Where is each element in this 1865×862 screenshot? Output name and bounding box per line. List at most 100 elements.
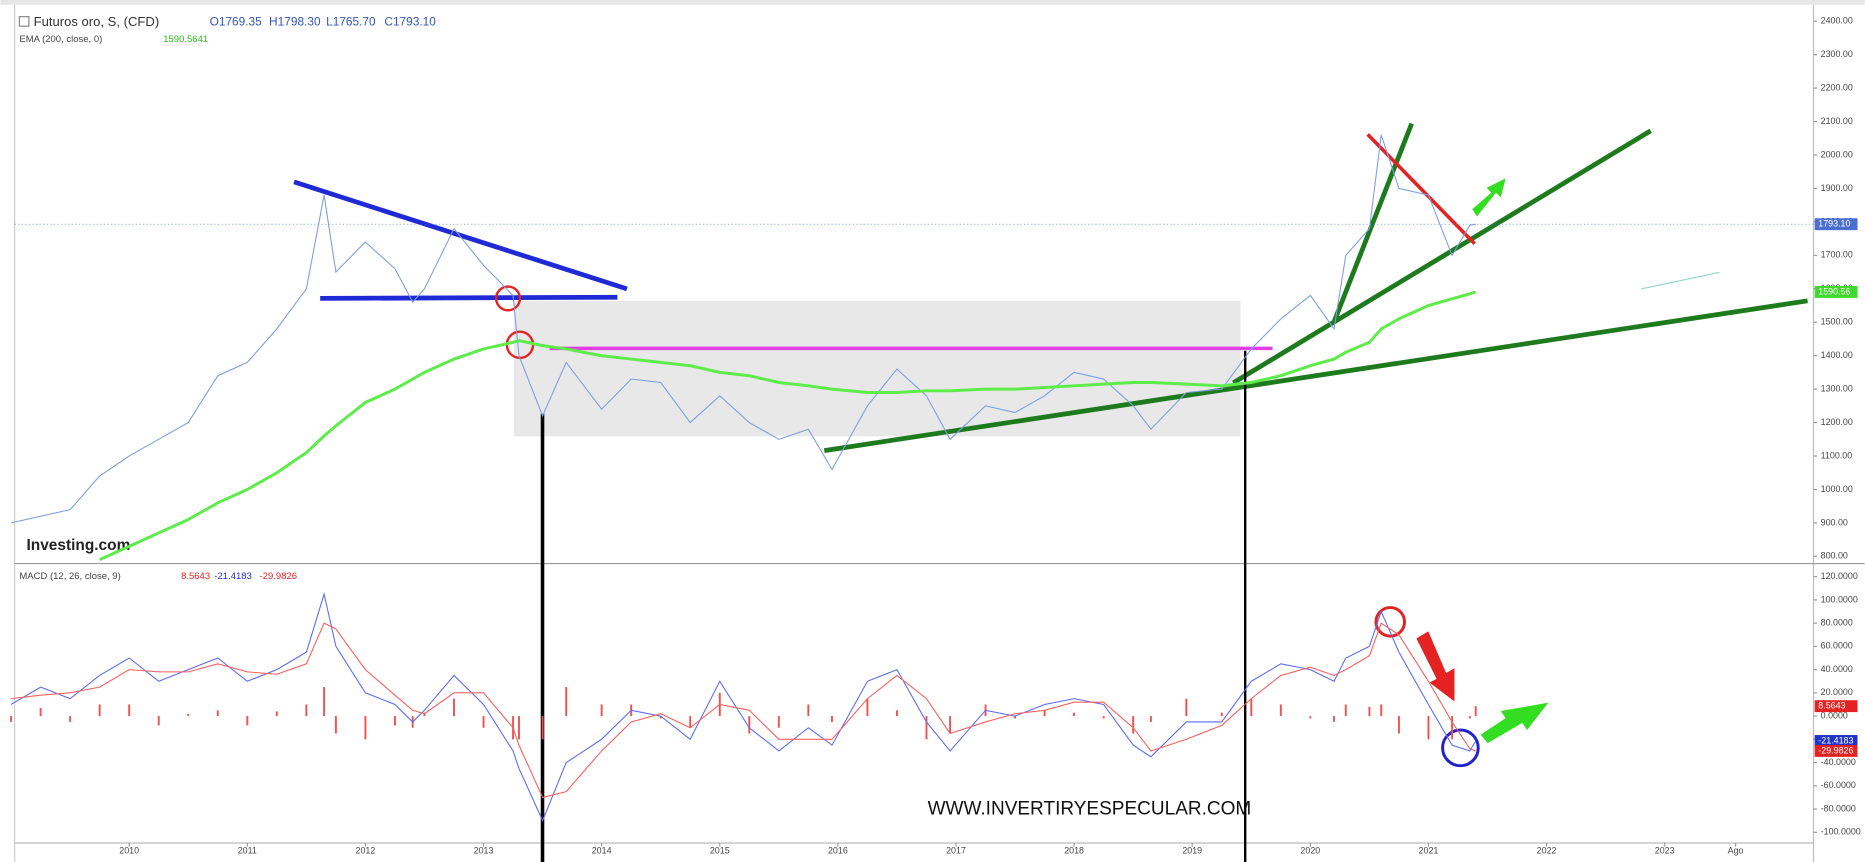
histogram-bar <box>423 712 426 717</box>
x-tick-label: 2019 <box>1182 846 1202 856</box>
y-tick-label: 1900.00 <box>1821 183 1853 193</box>
y-tick-label: 1100.00 <box>1821 450 1853 460</box>
histogram-bar <box>1474 706 1477 717</box>
y-tick-label: 80.0000 <box>1821 618 1853 628</box>
highlight-circle <box>1374 606 1407 638</box>
histogram-bar <box>866 698 869 717</box>
histogram-bar <box>831 716 833 722</box>
histogram-bar <box>1427 716 1430 740</box>
last-value-label-bg <box>1814 286 1858 298</box>
y-tick-label: 900.00 <box>1821 517 1848 527</box>
y-tick-label: 20.0000 <box>1821 687 1853 697</box>
histogram-bar <box>1309 716 1312 719</box>
histogram-bar <box>98 704 101 717</box>
y-tick-label: 1400.00 <box>1821 350 1853 360</box>
histogram-bar <box>482 716 485 728</box>
histogram-bar <box>394 716 396 726</box>
legend-value: 8.5643 <box>181 571 210 582</box>
histogram-bar <box>1279 704 1282 717</box>
y-tick-label: 2400.00 <box>1821 16 1853 26</box>
legend-value: -21.4183 <box>214 571 252 582</box>
last-value-label-bg <box>1814 218 1858 231</box>
x-tick-label: 2010 <box>119 846 139 856</box>
x-tick-label: 2013 <box>474 846 494 856</box>
chart-title: Futuros oro, S, (CFD) <box>34 14 160 29</box>
last-value-label: 1590.56 <box>1818 286 1850 296</box>
legend-entry: EMA (200, close, 0) <box>19 34 102 45</box>
y-tick-label: 1000.00 <box>1821 484 1853 494</box>
y-tick-label: 0.0000 <box>1821 710 1848 720</box>
last-value-label: -21.4183 <box>1818 735 1853 745</box>
histogram-bar <box>1451 716 1454 740</box>
histogram-bar <box>246 716 249 726</box>
last-value-label: 1793.10 <box>1818 219 1850 229</box>
ohlc-close: C1793.10 <box>384 15 436 29</box>
histogram-bar <box>334 716 337 734</box>
y-tick-label: 2000.00 <box>1821 149 1853 159</box>
y-tick-label: -100.0000 <box>1821 827 1861 837</box>
y-tick-label: 800.00 <box>1821 551 1848 561</box>
series-line <box>99 290 1477 562</box>
x-tick-label: 2020 <box>1300 846 1320 856</box>
histogram-bar <box>216 710 219 717</box>
x-tick-label: Ago <box>1728 846 1744 856</box>
histogram-bar <box>748 716 751 734</box>
y-tick-label: 1500.00 <box>1821 317 1853 327</box>
arrow <box>1416 631 1455 702</box>
histogram-bar <box>949 716 952 734</box>
histogram-bar <box>600 704 603 717</box>
histogram-bar <box>807 704 810 717</box>
y-tick-label: -40.0000 <box>1821 757 1856 767</box>
ohlc-high: H1798.30 <box>269 15 321 29</box>
histogram-bar <box>1185 698 1188 717</box>
histogram-bar <box>187 713 190 717</box>
histogram-bar <box>1397 716 1400 734</box>
x-tick-label: 2022 <box>1537 846 1557 856</box>
collapse-button[interactable] <box>18 16 30 27</box>
histogram-bar <box>157 716 160 726</box>
last-value-label: -29.9826 <box>1818 745 1853 755</box>
histogram-bar <box>305 704 308 717</box>
histogram-bar <box>323 687 326 717</box>
trendline <box>1641 271 1720 290</box>
indicator-title: MACD (12, 26, close, 9) <box>19 571 120 582</box>
range-box <box>513 300 1241 437</box>
last-value-label-bg <box>1814 735 1858 747</box>
y-tick-label: 2200.00 <box>1821 82 1853 92</box>
arrow <box>1472 178 1506 217</box>
y-tick-label: 2100.00 <box>1821 116 1853 126</box>
histogram-bar <box>1043 710 1046 717</box>
trendline <box>1366 133 1476 245</box>
x-tick-label: 2016 <box>828 846 848 856</box>
histogram-bar <box>689 716 692 728</box>
arrow <box>1480 702 1549 744</box>
histogram-bar <box>1368 706 1371 717</box>
histogram-bar <box>895 710 898 717</box>
watermark: Investing.com <box>27 537 131 554</box>
histogram-bar <box>69 716 72 722</box>
histogram-bar <box>1380 704 1383 717</box>
last-value-label-bg <box>1814 700 1858 713</box>
histogram-bar <box>1014 716 1017 719</box>
histogram-bar <box>128 704 131 717</box>
trendline <box>1232 128 1652 385</box>
x-tick-label: 2012 <box>356 846 376 856</box>
x-tick-label: 2015 <box>710 846 730 856</box>
y-tick-label: 60.0000 <box>1821 641 1853 651</box>
trendline <box>320 294 618 301</box>
histogram-bar <box>1333 716 1335 722</box>
histogram-bar <box>1102 716 1105 719</box>
y-tick-label: 40.0000 <box>1821 664 1853 674</box>
histogram-bar <box>10 716 13 722</box>
histogram-bar <box>1468 716 1471 719</box>
histogram-bar <box>541 716 544 740</box>
x-tick-label: 2023 <box>1655 846 1675 856</box>
histogram-bar <box>1073 712 1076 717</box>
legend-value: 1590.5641 <box>163 34 208 45</box>
histogram-bar <box>39 707 42 717</box>
y-tick-label: 100.0000 <box>1821 594 1858 604</box>
histogram-bar <box>275 711 278 717</box>
trendline <box>823 298 1808 453</box>
